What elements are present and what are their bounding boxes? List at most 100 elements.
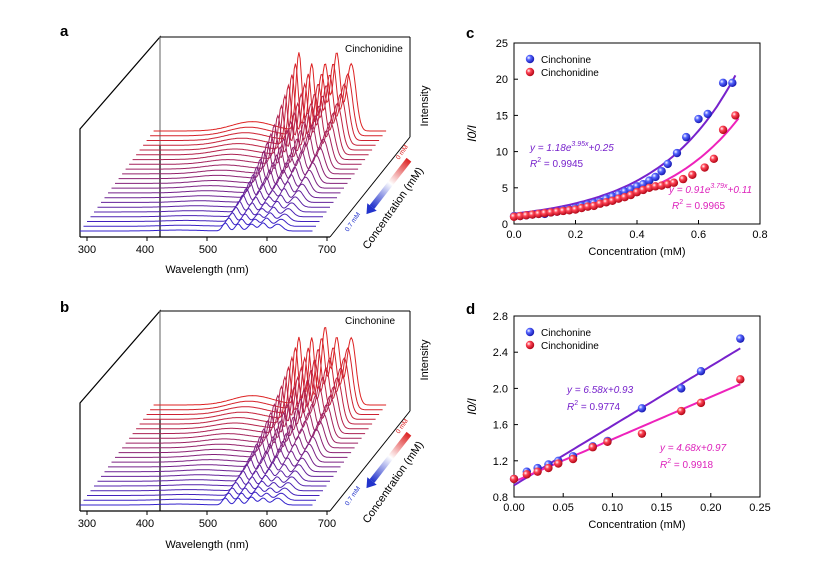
panel-a-letter: a	[60, 23, 69, 40]
data-point-cinchonine	[672, 148, 682, 158]
panel-b-xtick: 400	[136, 518, 154, 530]
x-tick-label: 0.15	[651, 502, 672, 514]
x-tick-label: 0.4	[629, 229, 644, 241]
panel-b-xtick: 600	[259, 518, 277, 530]
panel-a-depth-start: 0 mM	[395, 144, 410, 161]
spectrum-trace	[87, 486, 320, 496]
panel-a-xtick: 400	[136, 244, 154, 256]
spectrum-trace	[139, 93, 373, 151]
spectrum-trace	[153, 326, 387, 406]
y-tick-label: 5	[502, 183, 508, 195]
waterfall-depth-edge	[329, 410, 411, 512]
spectrum-trace	[153, 52, 387, 132]
spectrum-trace	[143, 83, 376, 146]
data-point-cinchonidine	[540, 208, 549, 218]
panel-b-xtick: 300	[78, 518, 96, 530]
data-point-cinchonidine	[522, 211, 531, 220]
panel-c-r2-cinchonine: R2 = 0.9945	[530, 157, 584, 170]
data-point-cinchonidine	[678, 174, 688, 184]
x-tick-label: 0.00	[503, 502, 524, 514]
panel-a-xlabel: Wavelength (nm)	[165, 264, 248, 276]
panel-b-intensity-label: Intensity	[419, 339, 431, 380]
spectrum-trace	[136, 380, 369, 430]
data-point-cinchonidine	[603, 437, 612, 446]
x-tick-label: 0.6	[691, 229, 706, 241]
data-point-cinchonine	[637, 404, 647, 413]
data-point-cinchonidine	[565, 206, 574, 215]
data-point-cinchonine	[736, 334, 745, 343]
data-point-cinchonidine	[554, 459, 563, 468]
spectrum-trace	[104, 455, 337, 473]
panel-b-frame	[79, 309, 411, 515]
panel-b-depth-end: 0.7 mM	[344, 485, 362, 507]
data-point-cinchonidine	[688, 170, 697, 179]
data-point-cinchonine	[663, 159, 672, 169]
panel-d-points	[509, 334, 745, 484]
data-point-cinchonidine	[534, 209, 543, 219]
x-tick-label: 0.2	[568, 229, 583, 241]
panel-a-xticks: 300 400 500 600 700	[78, 244, 336, 256]
spectrum-trace	[80, 496, 313, 506]
data-point-cinchonine	[728, 78, 737, 88]
legend-marker-cinchonidine	[525, 340, 535, 350]
panel-b-compound-label: Cinchonine	[345, 316, 395, 327]
x-tick-label: 0.20	[700, 502, 721, 514]
data-point-cinchonidine	[677, 406, 686, 416]
spectrum-trace	[101, 187, 334, 203]
spectrum-trace	[97, 468, 330, 482]
legend-label-cinchonidine: Cinchonidine	[541, 341, 599, 352]
spectrum-trace	[108, 448, 341, 468]
panel-a-xtick: 300	[78, 244, 96, 256]
x-tick-label: 0.05	[552, 502, 573, 514]
panel-a-xtick: 500	[199, 244, 217, 256]
data-point-cinchonidine	[696, 398, 706, 408]
data-point-cinchonine	[651, 172, 660, 182]
spectrum-trace	[139, 370, 373, 425]
panel-b-depth-start: 0 mM	[395, 418, 410, 435]
spectrum-trace	[83, 217, 316, 227]
panel-a-xtick: 600	[259, 244, 277, 256]
y-tick-label: 10	[496, 147, 508, 159]
legend-label-cinchonidine: Cinchonidine	[541, 68, 599, 79]
spectrum-trace	[150, 63, 383, 137]
plot-frame	[513, 315, 761, 498]
x-tick-label: 0.0	[506, 229, 521, 241]
y-tick-label: 2.0	[493, 383, 508, 395]
waterfall-depth-edge	[329, 136, 411, 238]
panel-d-legend: Cinchonine Cinchonidine	[525, 327, 599, 352]
y-axis-label: I0/I	[465, 398, 479, 415]
panel-c-legend: Cinchonine Cinchonidine	[525, 54, 599, 79]
data-point-cinchonine	[694, 114, 703, 124]
data-point-cinchonine	[703, 109, 712, 119]
data-point-cinchonidine	[533, 467, 542, 476]
spectrum-trace	[87, 212, 320, 222]
y-tick-label: 0.8	[493, 492, 508, 504]
panel-d-letter: d	[466, 301, 475, 318]
data-point-cinchonidine	[544, 463, 553, 473]
x-tick-label: 0.10	[602, 502, 623, 514]
spectrum-trace	[146, 349, 380, 415]
data-point-cinchonidine	[731, 111, 740, 120]
panel-a-depth-end: 0.7 mM	[344, 211, 362, 233]
data-point-cinchonidine	[718, 125, 728, 135]
panel-b-waterfall: b Cinchonine Intensity 300 400 500 600 7…	[60, 299, 431, 551]
panel-d-eq-cinchonidine: y = 4.68x+0.97	[659, 443, 727, 454]
spectrum-trace	[90, 480, 323, 492]
x-tick-label: 0.8	[752, 229, 767, 241]
data-point-cinchonidine	[669, 178, 679, 187]
data-point-cinchonidine	[736, 375, 745, 384]
data-point-cinchonine	[696, 367, 706, 376]
panel-c-axes: 0.0 0.2 0.4 0.6 0.8 0 5 10 15 20 25 Concentration (…	[465, 38, 768, 258]
data-point-cinchonine	[657, 166, 666, 176]
data-point-cinchonidine	[637, 429, 647, 438]
spectrum-trace	[118, 425, 352, 454]
panel-d-axes: 0.00 0.05 0.10 0.15 0.20 0.25 0.8 1.2 1.6 2.0 2.4 2…	[465, 311, 771, 531]
spectrum-trace	[150, 338, 383, 411]
panel-d-r2-cinchonidine: R2 = 0.9918	[660, 458, 714, 471]
y-tick-label: 25	[496, 38, 508, 50]
spectrum-trace	[132, 389, 366, 435]
spectrum-trace	[118, 150, 352, 180]
data-point-cinchonidine	[515, 211, 525, 221]
spectrum-trace	[94, 200, 327, 213]
data-point-cinchonidine	[559, 206, 568, 216]
